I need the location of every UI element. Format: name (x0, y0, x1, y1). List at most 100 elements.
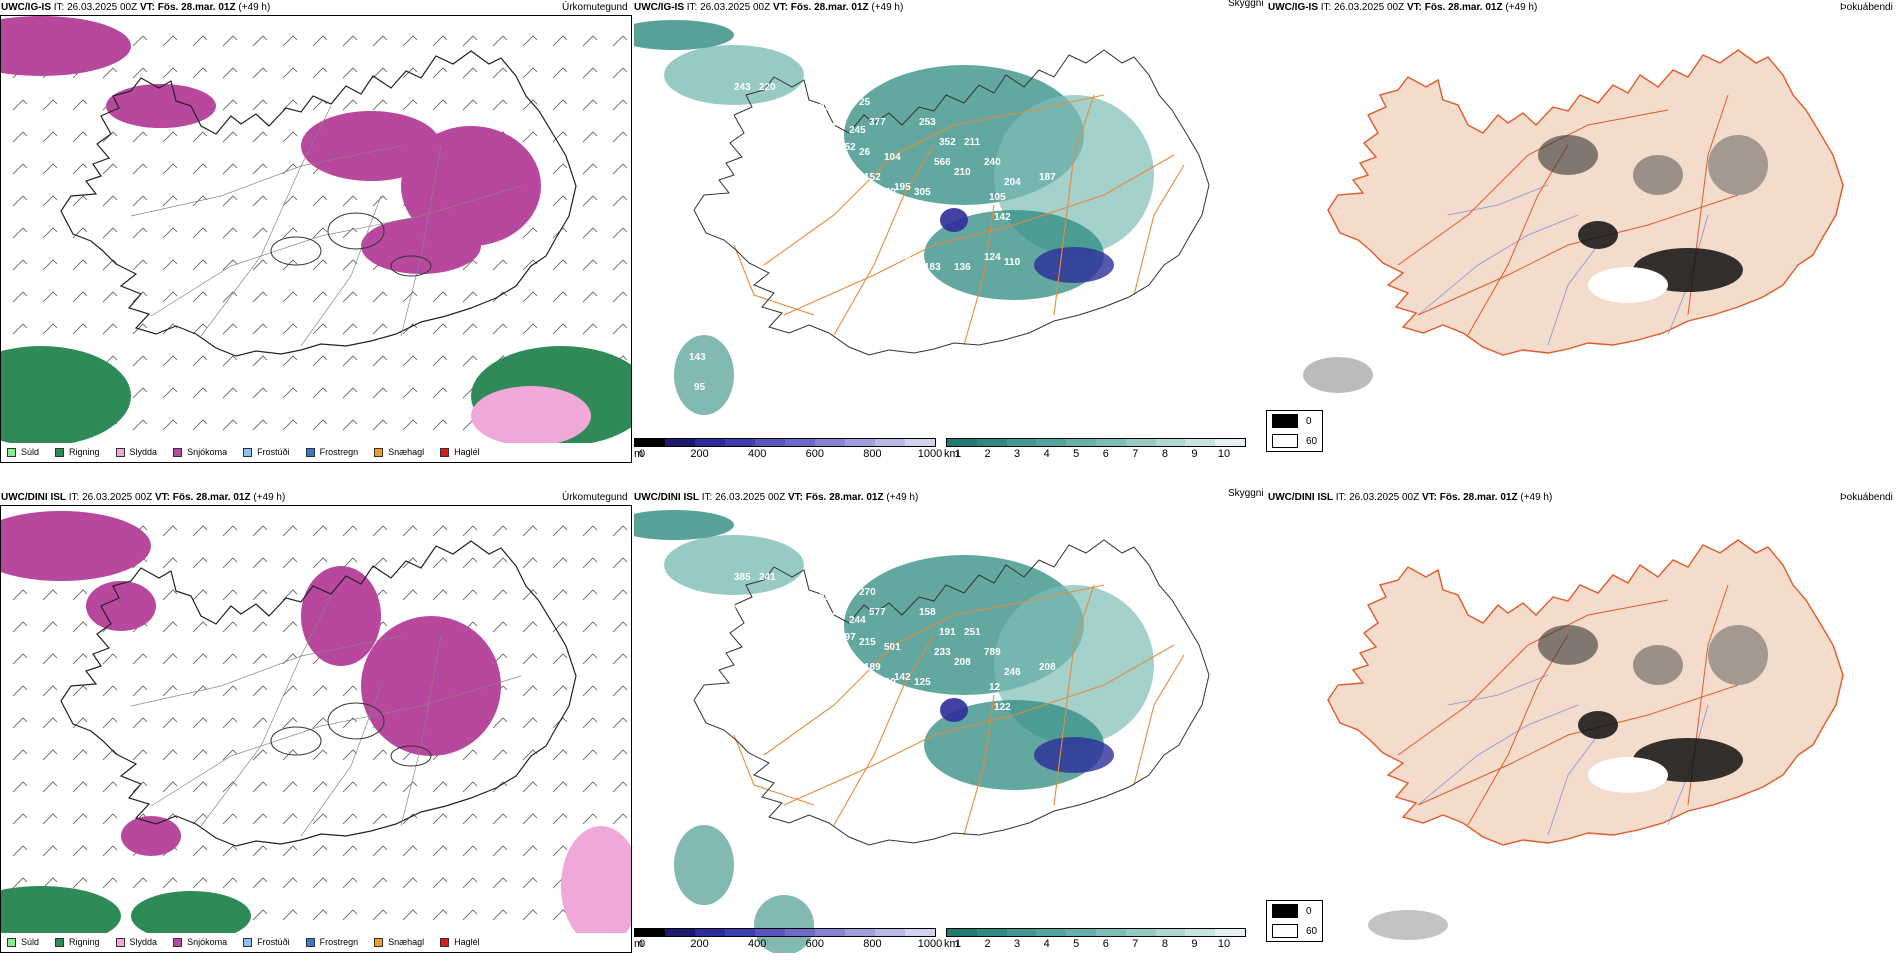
colorbar-step (1095, 929, 1126, 936)
peak-label: 208 (954, 657, 971, 668)
vt-label: VT: (154, 492, 170, 503)
legend-label: Súld (21, 937, 40, 947)
wind-barb (342, 813, 358, 825)
wind-barb (432, 387, 448, 399)
wind-barb (582, 259, 598, 271)
wind-barb (102, 259, 118, 271)
boundary-line (763, 94, 1105, 266)
wind-barb (342, 67, 358, 79)
wind-barb (552, 35, 568, 47)
peak-label: 105 (989, 192, 1006, 203)
precip-header: UWC/DINI ISL IT: 26.03.2025 00Z VT: Fös.… (1, 492, 285, 504)
wind-barb (282, 67, 298, 79)
precip-legend-item: Frostregn (305, 447, 358, 457)
wind-barb (252, 387, 268, 399)
wind-barb (72, 621, 88, 633)
wind-barb (462, 67, 478, 79)
wind-barb (12, 621, 28, 633)
wind-barb (192, 259, 208, 271)
wind-barb (282, 259, 298, 271)
wind-barb (132, 355, 148, 367)
wind-barb (162, 781, 178, 793)
wind-barb (252, 131, 268, 143)
wind-barb (192, 653, 208, 665)
peak-label: 241 (759, 572, 776, 583)
wind-barb (222, 653, 238, 665)
wind-barb (132, 749, 148, 761)
road (200, 595, 332, 827)
wind-barb (552, 195, 568, 207)
wind-barb (582, 621, 598, 633)
wind-barb (552, 557, 568, 569)
colorbar-step (1155, 929, 1186, 936)
fog-area (1578, 711, 1618, 739)
sleet-area (471, 386, 591, 446)
visibility-tick: 10 (1217, 448, 1231, 460)
wind-barb (432, 877, 448, 889)
wind-barb (162, 291, 178, 303)
peak-label: 25 (859, 97, 871, 108)
wind-barb (162, 355, 178, 367)
wind-barb (462, 259, 478, 271)
visibility-tick: 1 (954, 938, 962, 950)
visibility-tick: 8 (1161, 448, 1168, 460)
wind-barb (612, 35, 628, 47)
wind-barb (12, 259, 28, 271)
wind-barb (12, 163, 28, 175)
legend-swatch (1272, 414, 1298, 428)
legend-label: 0 (1306, 905, 1312, 917)
wind-barb (432, 323, 448, 335)
wind-barb (42, 259, 58, 271)
wind-barb (402, 845, 418, 857)
wind-barb (282, 621, 298, 633)
wind-barb (72, 685, 88, 697)
wind-barb (222, 685, 238, 697)
peak-label: 95 (694, 382, 706, 393)
wind-barb (12, 589, 28, 601)
height-ticks: 0 200 400 600 800 1000 (634, 448, 942, 461)
wind-barb (252, 291, 268, 303)
wind-barb (522, 781, 538, 793)
legend-swatch (243, 937, 253, 947)
wind-barb (282, 813, 298, 825)
wind-barb (12, 195, 28, 207)
wind-barb (462, 781, 478, 793)
visibility-colorbar (946, 928, 1246, 937)
visibility-area (674, 335, 734, 415)
it-label: IT: (1320, 2, 1332, 13)
wind-barb (312, 845, 328, 857)
height-tick: 200 (690, 938, 709, 950)
vt-value: Fös. 28.mar. 01Z (790, 2, 869, 13)
legend-swatch (115, 937, 125, 947)
wind-barb (522, 557, 538, 569)
peak-label: 244 (849, 615, 866, 626)
wind-barb (582, 525, 598, 537)
precip-legend-item: Haglél (440, 937, 480, 947)
wind-barb (282, 749, 298, 761)
wind-barb (522, 685, 538, 697)
wind-barb (552, 781, 568, 793)
wind-barb (282, 131, 298, 143)
fog-indicator-map (1268, 15, 1900, 463)
precip-type-map: Súld Rigning Slydda Snjókoma Frostúði Frostre… (0, 505, 632, 953)
visibility-tick: 3 (1014, 938, 1021, 950)
snow-area (1, 16, 131, 76)
legend-swatch (115, 447, 125, 457)
clear-area (1588, 757, 1668, 793)
peak-label: 377 (869, 117, 886, 128)
precip-legend-item: Slydda (115, 937, 157, 947)
it-label: IT: (701, 492, 713, 503)
boundaries (733, 94, 1185, 346)
wind-barb (102, 131, 118, 143)
wind-barb (12, 131, 28, 143)
wind-barb (342, 781, 358, 793)
lead-time: (+49 h) (871, 2, 904, 13)
wind-barb (252, 589, 268, 601)
sleet-area (561, 826, 631, 946)
wind-barb (462, 99, 478, 111)
colorbar-step (725, 439, 755, 446)
wind-barb (252, 163, 268, 175)
legend-label: 60 (1306, 925, 1318, 937)
wind-barb (192, 781, 208, 793)
wind-barb (72, 131, 88, 143)
